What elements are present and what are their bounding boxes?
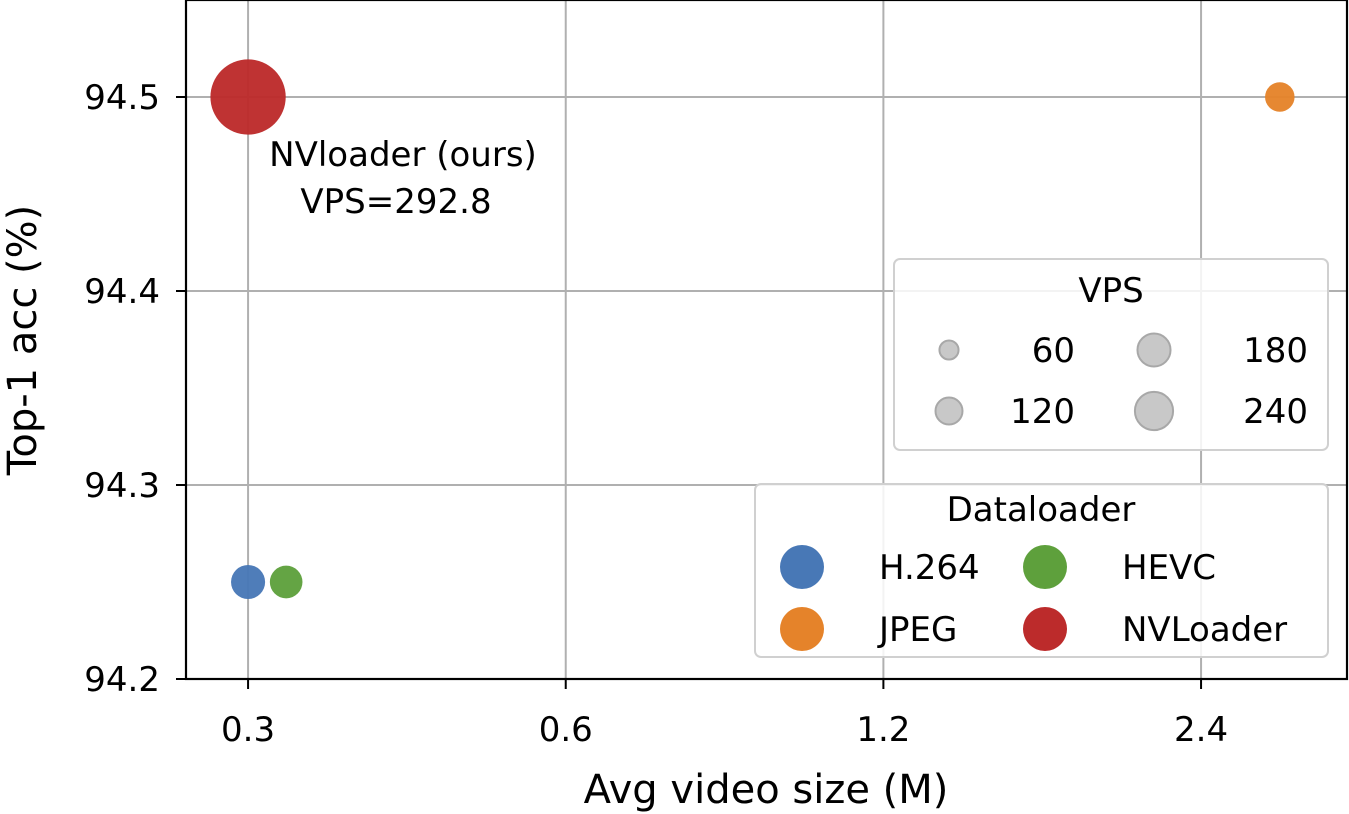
color-legend-marker-hevc (1023, 545, 1067, 589)
data-point-nvloader (210, 59, 286, 135)
color-legend-label: NVLoader (1122, 610, 1287, 650)
size-legend: VPS 60 180 120 240 (893, 258, 1329, 451)
y-tick-label: 94.3 (84, 466, 160, 506)
color-legend: Dataloader H.264 HEVC JPEG NVLoader (754, 483, 1329, 658)
size-legend-box (893, 258, 1329, 451)
x-axis-label: Avg video size (M) (584, 767, 949, 813)
size-legend-marker (934, 396, 964, 426)
annotation-line-1: NVloader (ours) (269, 135, 537, 175)
y-tick-label: 94.4 (84, 272, 160, 312)
color-legend-title: Dataloader (947, 490, 1136, 530)
size-legend-label: 240 (1243, 392, 1308, 432)
color-legend-label: H.264 (879, 548, 980, 588)
size-legend-marker (1136, 332, 1172, 368)
color-legend-items: H.264 HEVC JPEG NVLoader (780, 545, 1287, 651)
size-legend-marker (938, 339, 960, 361)
color-legend-label: JPEG (877, 610, 957, 650)
x-tick-label: 2.4 (1174, 710, 1228, 750)
size-legend-label: 180 (1243, 331, 1308, 371)
y-tick-label: 94.5 (84, 78, 160, 118)
data-point-jpeg (1265, 82, 1295, 112)
data-points (210, 59, 1295, 600)
size-legend-label: 120 (1010, 392, 1075, 432)
data-point-h-264 (231, 564, 266, 600)
y-axis-label: Top-1 acc (%) (0, 205, 46, 477)
data-point-hevc (269, 565, 303, 599)
color-legend-label: HEVC (1122, 548, 1216, 588)
color-legend-marker-h-264 (780, 545, 824, 589)
x-tick-label: 0.6 (539, 710, 593, 750)
axis-ticks: 0.3 0.6 1.2 2.4 94.2 94.3 94.4 94.5 (84, 78, 1228, 750)
color-legend-marker-jpeg (780, 607, 824, 651)
size-legend-items: 60 180 120 240 (934, 331, 1308, 432)
y-tick-label: 94.2 (84, 660, 160, 700)
x-tick-label: 1.2 (856, 710, 910, 750)
size-legend-title: VPS (1078, 271, 1143, 311)
color-legend-marker-nvloader (1023, 607, 1067, 651)
x-tick-label: 0.3 (221, 710, 275, 750)
plot-frame (184, 0, 1349, 681)
annotation-line-2: VPS=292.8 (300, 182, 491, 222)
size-legend-label: 60 (1032, 331, 1075, 371)
size-legend-marker (1133, 390, 1175, 432)
